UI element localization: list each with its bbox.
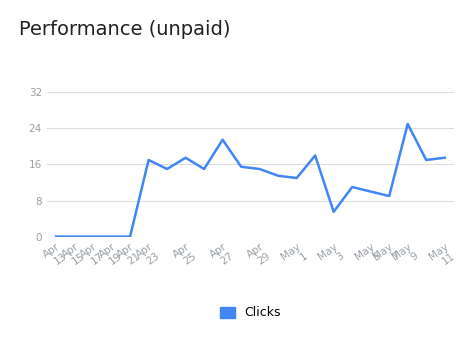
Text: Performance (unpaid): Performance (unpaid)	[19, 20, 230, 39]
Legend: Clicks: Clicks	[215, 301, 286, 324]
